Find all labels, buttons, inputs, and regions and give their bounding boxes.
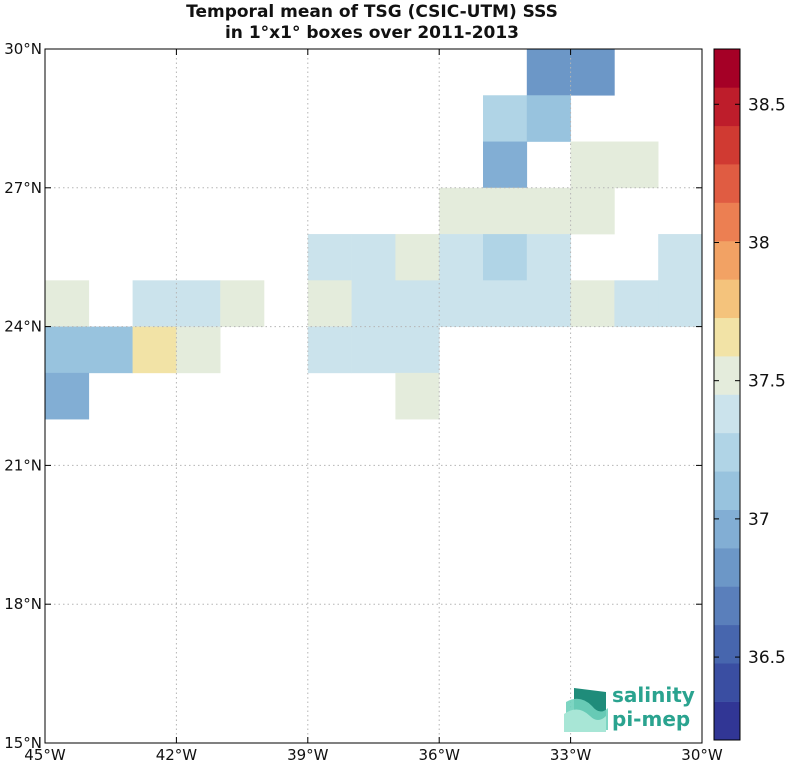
heatmap-cell xyxy=(483,280,528,327)
heatmap-cell xyxy=(351,280,396,327)
heatmap-cell xyxy=(570,280,615,327)
y-tick-label: 21°N xyxy=(4,456,42,474)
colorbar-segment xyxy=(714,432,740,472)
logo-text-salinity: salinity xyxy=(612,683,695,707)
heatmap-cell xyxy=(526,280,571,327)
heatmap-cell xyxy=(526,95,571,142)
colorbar-tick-label: 37.5 xyxy=(748,372,786,392)
colorbar-segment xyxy=(714,87,740,127)
title-line-1: Temporal mean of TSG (CSIC-UTM) SSS xyxy=(186,2,558,22)
heatmap-cell xyxy=(395,234,440,281)
heatmap-cell xyxy=(439,187,484,235)
heatmap-cell xyxy=(658,234,703,281)
y-tick-label: 15°N xyxy=(4,734,42,752)
colorbar-segment xyxy=(714,356,740,395)
heatmap-cell xyxy=(45,280,90,327)
heatmap-cells xyxy=(45,49,703,420)
heatmap-cell xyxy=(658,280,703,327)
logo-wave-icon xyxy=(564,688,608,732)
colorbar-tick-label: 37 xyxy=(748,510,770,530)
colorbar-segment xyxy=(714,663,740,702)
heatmap-cell xyxy=(570,187,615,235)
x-tick-label: 39°W xyxy=(287,746,329,763)
colorbar-segment xyxy=(714,317,740,357)
x-tick-label: 33°W xyxy=(550,746,592,763)
salinity-pi-mep-logo: salinity pi-mep xyxy=(564,683,695,732)
heatmap-cell xyxy=(526,49,571,96)
heatmap-cell xyxy=(570,49,615,96)
heatmap-cell xyxy=(176,326,221,374)
heatmap-cell xyxy=(307,234,352,281)
heatmap-cell xyxy=(614,280,659,327)
gridlines xyxy=(45,49,702,743)
heatmap-cell xyxy=(439,234,484,281)
heatmap-cell xyxy=(526,187,571,235)
x-tick-label: 30°W xyxy=(681,746,723,763)
plot-frame xyxy=(44,48,703,744)
heatmap-cell xyxy=(483,141,528,189)
heatmap-cell xyxy=(45,372,90,420)
y-tick-label: 30°N xyxy=(4,40,42,58)
colorbar-frame xyxy=(713,48,741,741)
colorbar-segment xyxy=(714,164,740,203)
x-tick-label: 42°W xyxy=(156,746,198,763)
y-tick-label: 24°N xyxy=(4,318,42,336)
colorbar-segment xyxy=(714,240,740,280)
y-axis-ticks: 15°N 18°N 21°N 24°N 27°N 30°N xyxy=(4,40,702,752)
x-axis-ticks: 45°W 42°W 39°W 36°W 33°W 30°W xyxy=(24,49,723,763)
y-tick-label: 18°N xyxy=(4,595,42,613)
heatmap-cell xyxy=(307,326,352,374)
colorbar-segment xyxy=(714,586,740,626)
colorbar-segment xyxy=(714,471,740,510)
colorbar-segment xyxy=(714,509,740,549)
heatmap-cell xyxy=(220,280,265,327)
colorbar: 36.5 37 37.5 38 38.5 xyxy=(713,48,786,741)
x-tick-label: 45°W xyxy=(24,746,66,763)
colorbar-tick-label: 38 xyxy=(748,233,770,253)
heatmap-cell xyxy=(395,280,440,327)
heatmap-cell xyxy=(176,280,221,327)
colorbar-segment xyxy=(714,624,740,664)
colorbar-tick-label: 38.5 xyxy=(748,95,786,115)
colorbar-tick-label: 36.5 xyxy=(748,648,786,668)
heatmap-cell xyxy=(45,326,90,374)
heatmap-cell xyxy=(88,326,133,374)
heatmap-cell xyxy=(483,95,528,142)
heatmap-cell xyxy=(395,326,440,374)
heatmap-cell xyxy=(570,141,615,189)
colorbar-segment xyxy=(714,202,740,242)
heatmap-cell xyxy=(351,326,396,374)
heatmap-cell xyxy=(307,280,352,327)
colorbar-segment xyxy=(714,394,740,434)
logo-text-pi-mep: pi-mep xyxy=(612,707,690,731)
colorbar-segment xyxy=(714,701,740,741)
heatmap-cell xyxy=(614,141,659,189)
heatmap-cell xyxy=(526,234,571,281)
chart-title: Temporal mean of TSG (CSIC-UTM) SSS in 1… xyxy=(186,2,558,43)
colorbar-segment xyxy=(714,125,740,165)
heatmap-cell xyxy=(439,280,484,327)
colorbar-segment xyxy=(714,49,740,88)
title-line-2: in 1°x1° boxes over 2011-2013 xyxy=(225,23,519,43)
colorbar-segment xyxy=(714,548,740,587)
heatmap-cell xyxy=(483,187,528,235)
heatmap-cell xyxy=(483,234,528,281)
colorbar-segment xyxy=(714,279,740,319)
heatmap-cell xyxy=(132,280,177,327)
y-tick-label: 27°N xyxy=(4,179,42,197)
heatmap-cell xyxy=(132,326,177,374)
heatmap-cell xyxy=(351,234,396,281)
x-tick-label: 36°W xyxy=(418,746,460,763)
heatmap-cell xyxy=(395,372,440,420)
